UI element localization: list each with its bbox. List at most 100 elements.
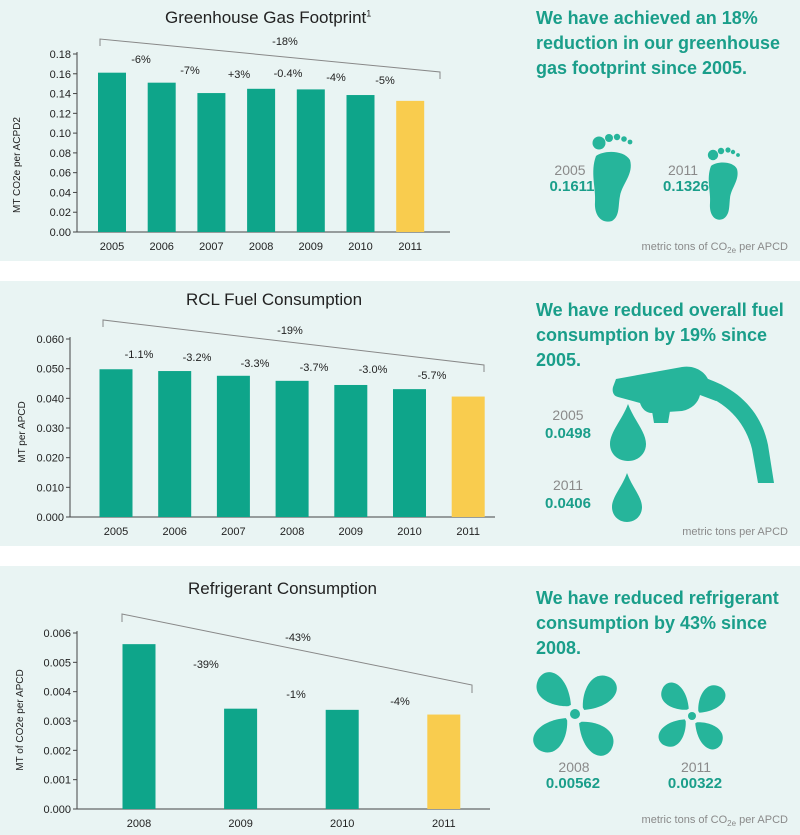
bar — [427, 714, 461, 809]
ghg-value-b: 0.1326 — [663, 178, 709, 195]
bar — [247, 88, 276, 232]
bar — [334, 384, 368, 517]
fuel-footnote: metric tons per APCD — [682, 526, 788, 538]
bar — [393, 389, 426, 517]
bar — [275, 380, 309, 517]
fuel-year-b: 2011 — [552, 477, 584, 493]
y-tick-label: 0.06 — [50, 168, 71, 180]
x-tick-label: 2007 — [199, 241, 223, 253]
y-tick-label: 0.16 — [50, 69, 71, 81]
bar — [224, 708, 258, 809]
y-tick-label: 0.004 — [43, 687, 71, 699]
refrigerant-headline: We have reduced refrigerant consumption … — [536, 588, 779, 658]
fan-icon — [658, 682, 726, 750]
bar — [98, 72, 126, 232]
fuel-year-a: 2005 — [552, 407, 584, 423]
x-tick-label: 2010 — [348, 241, 372, 253]
y-tick-label: 0.12 — [50, 108, 71, 120]
y-tick-label: 0.14 — [50, 89, 71, 101]
change-label: -0.4% — [274, 68, 303, 80]
y-tick-label: 0.08 — [50, 148, 71, 160]
x-tick-label: 2010 — [330, 818, 354, 830]
x-tick-label: 2011 — [398, 241, 422, 253]
change-label: -4% — [326, 72, 346, 84]
bar — [197, 93, 226, 232]
bar — [325, 709, 359, 809]
fuel-value-a: 0.0498 — [545, 425, 591, 442]
total-change-label: -19% — [277, 325, 303, 337]
change-label: -3.7% — [300, 362, 329, 374]
ghg-year-b: 2011 — [667, 162, 699, 178]
bar — [296, 89, 325, 232]
total-change-bracket — [99, 38, 441, 79]
y-tick-label: 0.002 — [43, 745, 71, 757]
change-label: -39% — [193, 659, 219, 671]
footprint-icon — [707, 147, 740, 220]
change-label: +3% — [228, 69, 251, 81]
bar — [396, 100, 425, 232]
y-tick-label: 0.030 — [36, 423, 64, 435]
ghg-chart-title: Greenhouse Gas Footprint1 — [165, 8, 372, 27]
change-label: -5.7% — [418, 370, 447, 382]
ghg-value-a: 0.1611 — [549, 178, 595, 195]
change-label: -5% — [375, 75, 395, 87]
x-tick-label: 2006 — [162, 526, 186, 538]
y-tick-label: 0.000 — [43, 804, 71, 816]
y-tick-label: 0.060 — [36, 334, 64, 346]
y-tick-label: 0.02 — [50, 207, 71, 219]
refrigerant-panel: Refrigerant Consumption 0.000 0.001 0.002 0… — [0, 566, 800, 835]
y-axis-label: MT CO2e per ACPD2 — [12, 117, 23, 213]
y-tick-label: 0.050 — [36, 364, 64, 376]
refrigerant-value-b: 0.00322 — [667, 775, 723, 792]
bar — [346, 95, 375, 233]
total-change-label: -43% — [285, 632, 311, 644]
x-tick-label: 2005 — [100, 241, 124, 253]
fuel-chart-title: RCL Fuel Consumption — [186, 290, 363, 309]
y-tick-label: 0.040 — [36, 393, 64, 405]
change-label: -7% — [180, 65, 200, 77]
change-label: -3.2% — [183, 352, 212, 364]
x-tick-label: 2006 — [149, 241, 173, 253]
change-label: -4% — [390, 696, 410, 708]
x-tick-label: 2011 — [456, 526, 480, 538]
bar — [216, 375, 250, 517]
x-tick-label: 2008 — [280, 526, 304, 538]
change-label: -1% — [286, 689, 306, 701]
x-tick-label: 2011 — [432, 818, 456, 830]
change-label: -3.3% — [241, 358, 270, 370]
x-tick-label: 2009 — [299, 241, 323, 253]
drop-icon — [610, 404, 646, 461]
bar — [122, 644, 156, 809]
y-tick-label: 0.04 — [50, 187, 71, 199]
ghg-footnote: metric tons of CO2e per APCD — [641, 241, 788, 256]
x-tick-label: 2008 — [127, 818, 151, 830]
y-tick-label: 0.000 — [36, 512, 64, 524]
fuel-chart: 0.000 0.010 0.020 0.030 0.040 0.050 0.060 MT pe… — [17, 319, 495, 538]
bar — [158, 371, 192, 517]
total-change-label: -18% — [272, 36, 298, 48]
fuel-headline: We have reduced overall fuel consumption… — [536, 300, 784, 370]
drop-icon — [612, 473, 642, 522]
x-tick-label: 2005 — [104, 526, 128, 538]
bar — [99, 369, 133, 517]
y-tick-label: 0.003 — [43, 716, 71, 728]
total-change-bracket — [102, 319, 485, 372]
change-label: -3.0% — [359, 364, 388, 376]
total-change-bracket — [121, 613, 473, 693]
y-axis-label: MT of CO2e per APCD — [15, 669, 26, 771]
ghg-year-a: 2005 — [554, 162, 586, 178]
y-axis-label: MT per APCD — [17, 401, 28, 463]
x-tick-label: 2007 — [221, 526, 245, 538]
ghg-headline: We have achieved an 18% reduction in our… — [536, 8, 781, 78]
x-tick-label: 2010 — [397, 526, 421, 538]
change-label: -1.1% — [125, 349, 154, 361]
bar — [147, 82, 176, 232]
fuel-nozzle-icon — [612, 366, 774, 483]
refrigerant-year-b: 2011 — [680, 759, 712, 775]
y-tick-label: 0.020 — [36, 453, 64, 465]
refrigerant-chart: 0.000 0.001 0.002 0.003 0.004 0.005 0.006 MT of… — [15, 613, 490, 830]
fuel-panel: RCL Fuel Consumption 0.000 0.010 0.020 0.03… — [0, 281, 800, 546]
y-tick-label: 0.010 — [36, 482, 64, 494]
refrigerant-year-a: 2008 — [558, 759, 590, 775]
ghg-panel: Greenhouse Gas Footprint1 0.00 0.02 0.04 0.… — [0, 0, 800, 261]
